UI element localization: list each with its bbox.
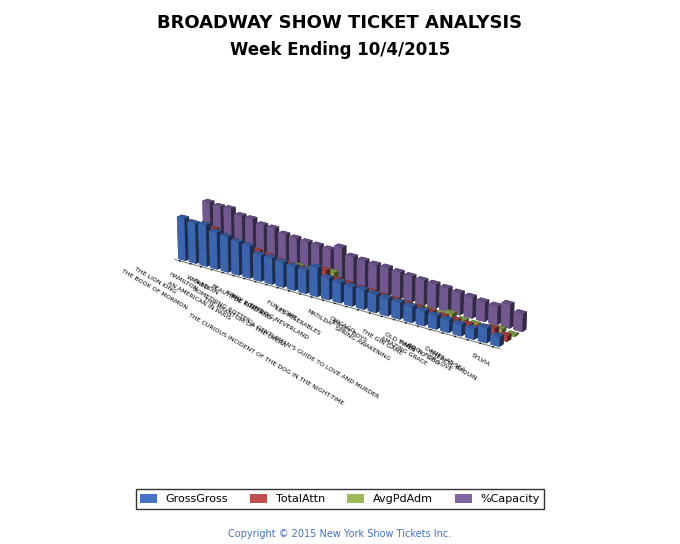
Text: Copyright © 2015 New York Show Tickets Inc.: Copyright © 2015 New York Show Tickets I…	[228, 529, 452, 539]
Text: BROADWAY SHOW TICKET ANALYSIS: BROADWAY SHOW TICKET ANALYSIS	[158, 14, 522, 32]
Legend: GrossGross, TotalAttn, AvgPdAdm, %Capacity: GrossGross, TotalAttn, AvgPdAdm, %Capaci…	[135, 489, 545, 509]
Text: Week Ending 10/4/2015: Week Ending 10/4/2015	[230, 41, 450, 59]
